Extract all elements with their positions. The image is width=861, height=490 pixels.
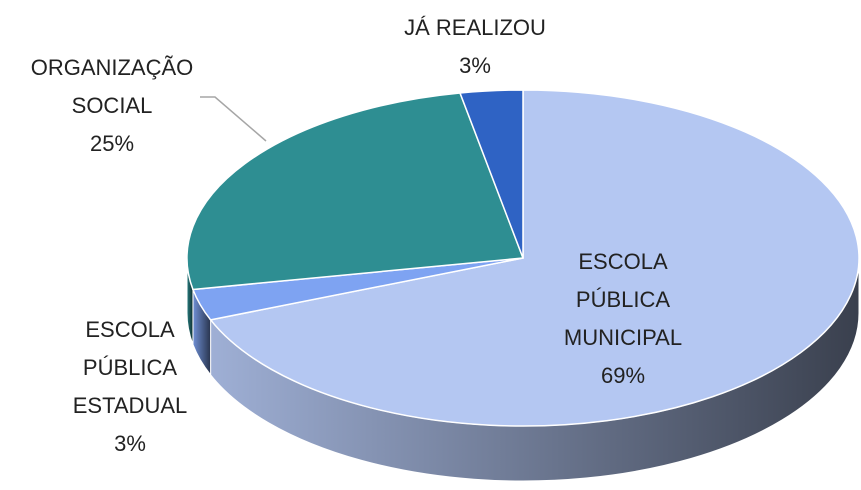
slice [209, 89, 860, 427]
data-label: ESCOLA PÚBLICA ESTADUAL 3% [65, 311, 195, 463]
category-label: ORGANIZAÇÃO SOCIAL [30, 55, 194, 118]
slice [458, 89, 524, 259]
category-label: JÁ REALIZOU [404, 15, 546, 40]
data-label: ESCOLA PÚBLICA MUNICIPAL 69% [558, 243, 688, 395]
category-label: ESCOLA PÚBLICA ESTADUAL [72, 317, 188, 418]
value-label: 69% [600, 363, 646, 388]
slice [186, 92, 525, 291]
data-label: JÁ REALIZOU 3% [365, 9, 585, 85]
value-label: 25% [89, 131, 135, 156]
category-label: ESCOLA PÚBLICA MUNICIPAL [563, 249, 683, 350]
data-label: ORGANIZAÇÃO SOCIAL 25% [7, 49, 217, 163]
value-label: 3% [459, 53, 491, 78]
value-label: 3% [114, 431, 146, 456]
leader-line [200, 96, 267, 142]
